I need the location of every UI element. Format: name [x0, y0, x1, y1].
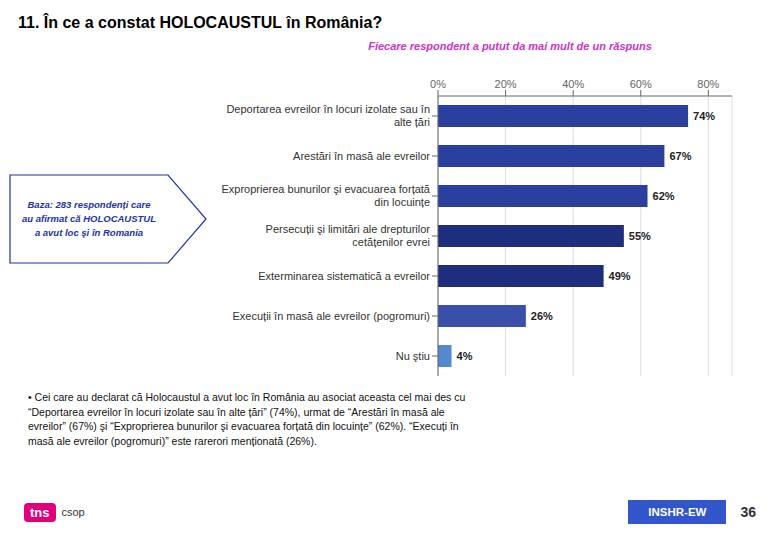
- html-text:tns: tns: [30, 504, 50, 520]
- html-text:11. În ce a constat HOLOCAUSTU: 11. În ce a constat HOLOCAUSTUL în Român…: [18, 14, 383, 31]
- svg-text:Nu ştiu: Nu ştiu: [396, 350, 430, 362]
- svg-text:4%: 4%: [457, 350, 473, 362]
- svg-text:49%: 49%: [609, 270, 631, 282]
- svg-text:Deportarea evreilor în locuri: Deportarea evreilor în locuri izolate sa…: [226, 103, 430, 128]
- svg-text:Exproprierea bunurilor şi evac: Exproprierea bunurilor şi evacuarea forț…: [221, 183, 430, 208]
- svg-text:55%: 55%: [629, 230, 651, 242]
- svg-text:40%: 40%: [562, 78, 584, 90]
- svg-text:0%: 0%: [430, 78, 446, 90]
- html-text:Fiecare respondent a putut da: Fiecare respondent a putut da mai mult d…: [368, 40, 652, 52]
- svg-text:67%: 67%: [669, 150, 691, 162]
- svg-text:Baza: 283 respondenți careau a: Baza: 283 respondenți careau afirmat că …: [22, 199, 156, 238]
- html-text:INSHR-EW: INSHR-EW: [648, 506, 707, 518]
- svg-text:62%: 62%: [653, 190, 675, 202]
- svg-text:Execuții în masă ale evreilor: Execuții în masă ale evreilor (pogromuri…: [233, 310, 430, 322]
- svg-text:Persecuții şi limitări ale dre: Persecuții şi limitări ale drepturilorce…: [266, 223, 431, 248]
- svg-text:20%: 20%: [495, 78, 517, 90]
- svg-text:26%: 26%: [531, 310, 553, 322]
- svg-text:80%: 80%: [697, 78, 719, 90]
- svg-text:Arestări în masă ale evreilor: Arestări în masă ale evreilor: [293, 150, 430, 162]
- svg-text:Exterminarea sistematică a evr: Exterminarea sistematică a evreilor: [258, 270, 430, 282]
- html-text:csop: csop: [61, 506, 85, 518]
- html-text:• Cei care au declarat că Holo: • Cei care au declarat că Holocaustul a …: [28, 391, 466, 448]
- svg-text:60%: 60%: [630, 78, 652, 90]
- svg-text:74%: 74%: [693, 110, 715, 122]
- html-text:36: 36: [740, 504, 756, 520]
